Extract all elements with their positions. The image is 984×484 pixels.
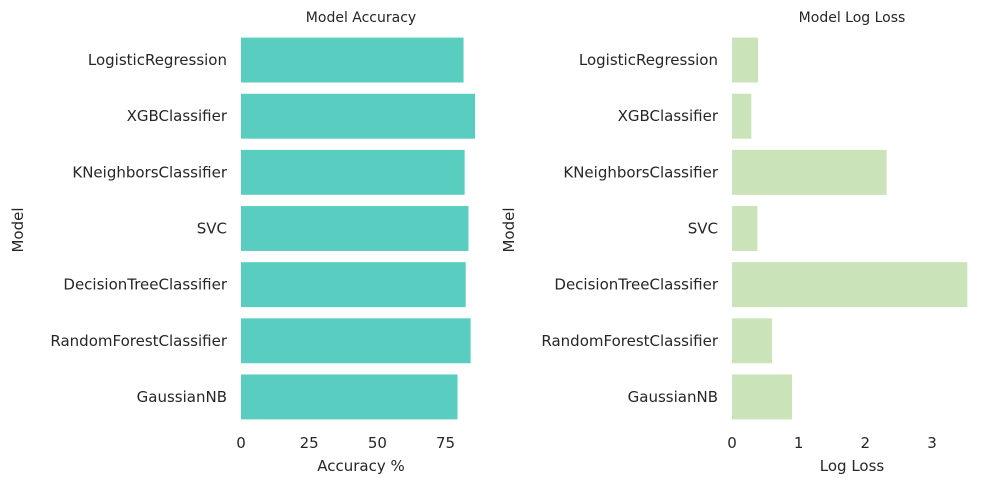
accuracy-category-label: LogisticRegression [88,51,227,69]
logloss-x-axis-label: Log Loss [820,457,885,475]
accuracy-x-tick-labels: 0 25 50 75 [236,434,455,452]
accuracy-bar [241,206,469,251]
accuracy-category-label: SVC [197,220,227,238]
logloss-bar [732,262,968,308]
accuracy-category-labels: LogisticRegression XGBClassifier KNeighbor… [50,51,227,406]
accuracy-panel: Model Accuracy Accuracy % Model Logistic… [9,10,475,475]
accuracy-bar [241,318,471,364]
accuracy-x-tick-label: 75 [436,434,455,452]
accuracy-category-label: DecisionTreeClassifier [63,276,227,294]
logloss-category-label: GaussianNB [628,388,718,406]
logloss-category-labels: LogisticRegression XGBClassifier KNeighbor… [541,51,718,406]
logloss-bar [732,149,887,195]
accuracy-category-label: XGBClassifier [127,107,228,125]
logloss-chart-title: Model Log Loss [799,10,906,26]
accuracy-bar [241,262,466,308]
logloss-category-label: XGBClassifier [618,107,719,125]
accuracy-bar [241,149,465,195]
logloss-x-tick-labels: 0 1 2 3 [727,434,937,452]
logloss-panel: Model Log Loss Log Loss Model LogisticRe… [500,10,968,475]
accuracy-category-label: KNeighborsClassifier [72,163,227,181]
logloss-x-tick-label: 0 [727,434,737,452]
logloss-x-tick-label: 2 [861,434,871,452]
logloss-bars [732,37,968,420]
logloss-category-label: SVC [688,220,718,238]
logloss-bar [732,206,758,251]
accuracy-category-label: GaussianNB [137,388,227,406]
accuracy-category-label: RandomForestClassifier [50,332,227,350]
accuracy-bar [241,37,464,83]
accuracy-x-tick-label: 0 [236,434,246,452]
logloss-bar [732,93,752,139]
accuracy-bar [241,93,475,139]
logloss-bar [732,374,792,420]
logloss-category-label: DecisionTreeClassifier [554,276,718,294]
accuracy-bars [241,37,475,420]
accuracy-bar [241,374,458,420]
logloss-bar [732,37,758,83]
logloss-bar [732,318,772,364]
accuracy-x-tick-label: 25 [300,434,319,452]
accuracy-chart-title: Model Accuracy [306,10,416,26]
logloss-x-tick-label: 3 [927,434,937,452]
logloss-x-tick-label: 1 [794,434,804,452]
logloss-category-label: KNeighborsClassifier [563,163,718,181]
accuracy-y-axis-label: Model [9,207,27,252]
accuracy-x-tick-label: 50 [368,434,387,452]
logloss-category-label: RandomForestClassifier [541,332,718,350]
logloss-category-label: LogisticRegression [579,51,718,69]
accuracy-x-axis-label: Accuracy % [317,457,405,475]
logloss-y-axis-label: Model [500,207,518,252]
